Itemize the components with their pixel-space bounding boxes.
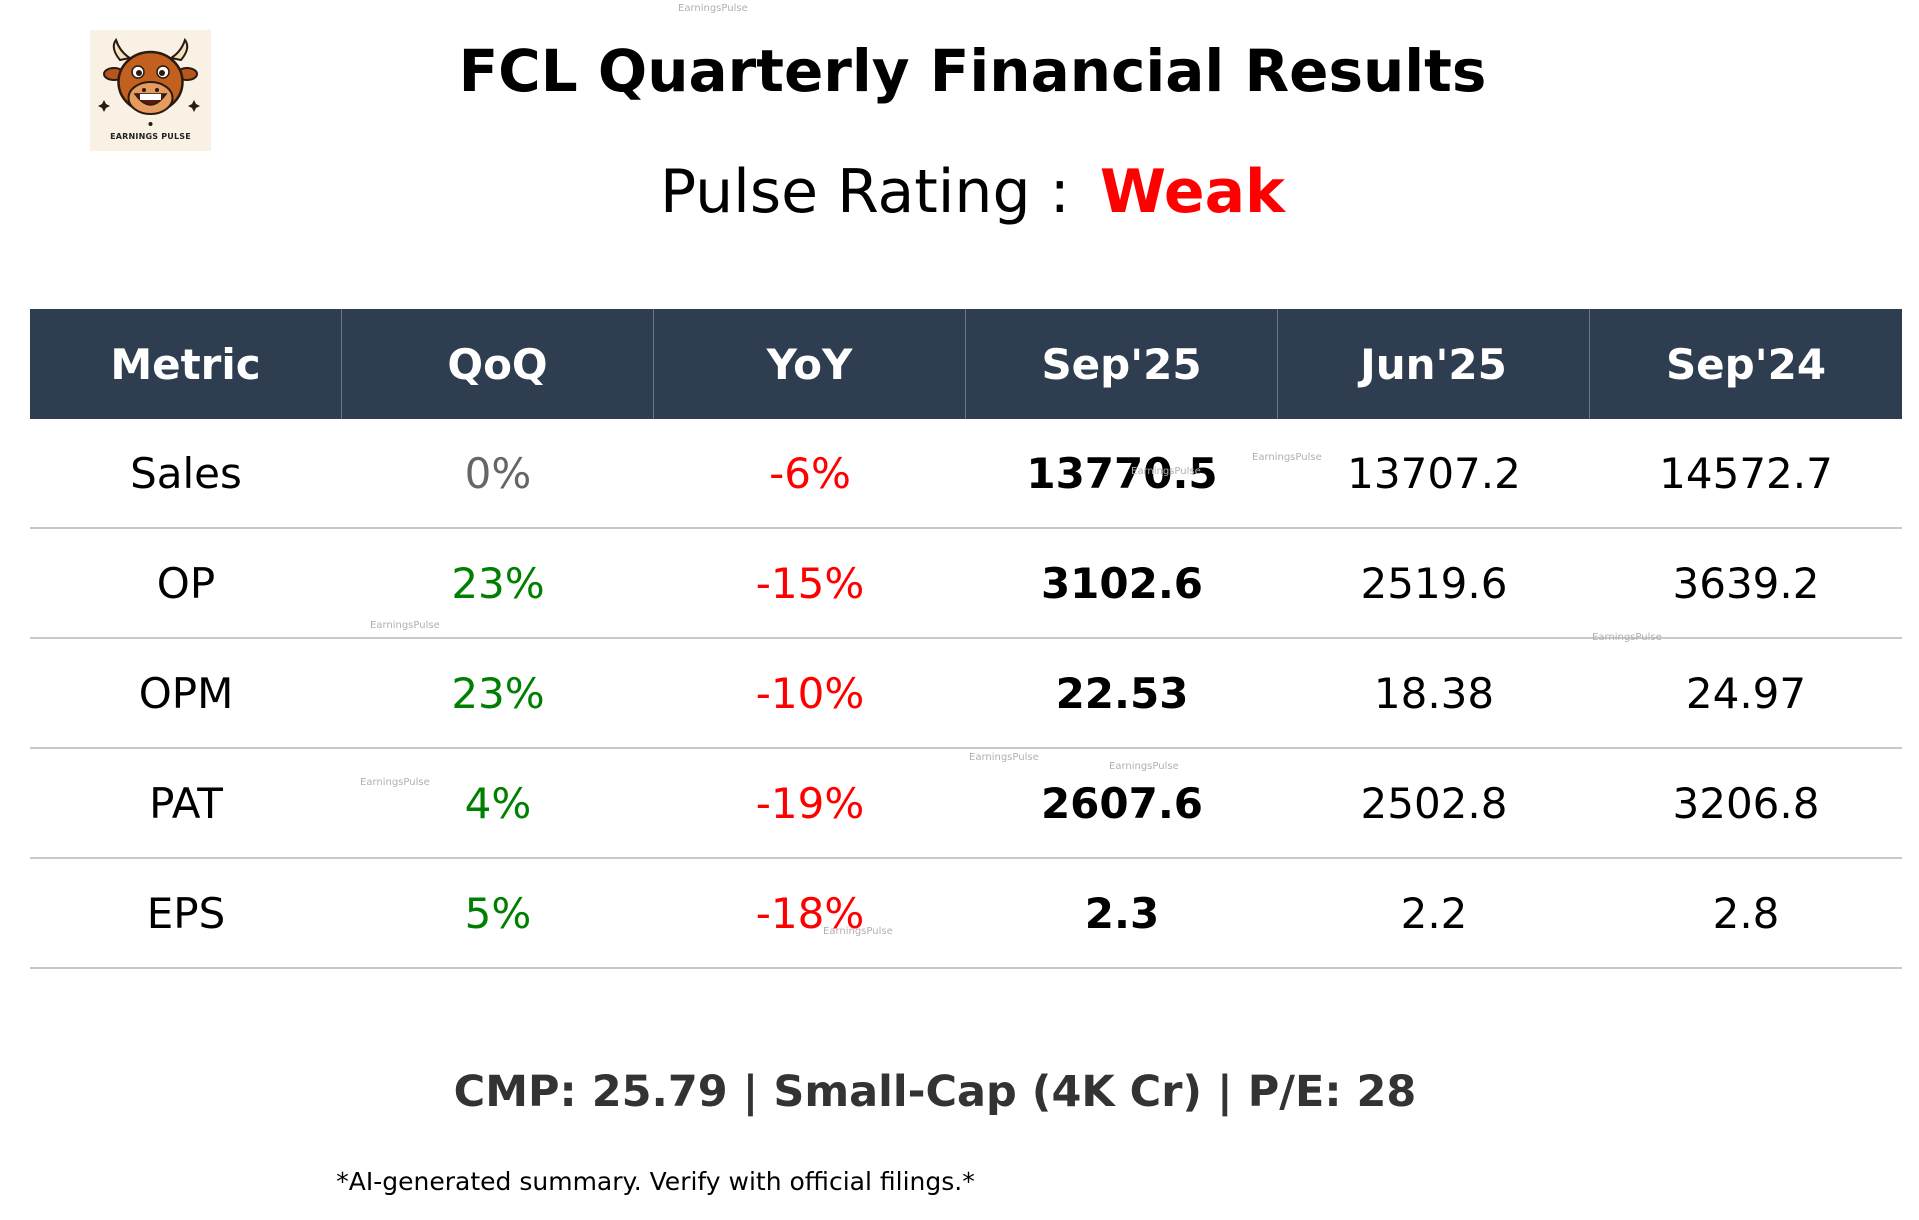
table-header-row: Metric QoQ YoY Sep'25 Jun'25 Sep'24 <box>30 309 1902 419</box>
column-header-current-quarter: Sep'25 <box>966 309 1278 419</box>
year-ago-quarter-cell: 24.97 <box>1685 668 1807 718</box>
qoq-cell: 5% <box>464 888 532 938</box>
watermark: EarningsPulse <box>1252 452 1322 463</box>
column-header-year-ago-quarter: Sep'24 <box>1665 339 1827 389</box>
table-row: EPS 5% -18% 2.3 2.2 2.8 <box>30 859 1902 969</box>
yoy-cell: -19% <box>755 778 865 828</box>
metric-cell: OPM <box>138 668 234 718</box>
previous-quarter-cell: 2519.6 <box>1360 558 1508 608</box>
column-header-metric: Metric <box>30 309 342 419</box>
table-row: PAT 4% -19% 2607.6 2502.8 3206.8 <box>30 749 1902 859</box>
yoy-cell: -6% <box>769 448 851 498</box>
watermark: EarningsPulse <box>969 752 1039 763</box>
table-row: Sales 0% -6% 13770.5 13707.2 14572.7 <box>30 419 1902 529</box>
metric-cell: EPS <box>146 888 226 938</box>
metric-cell: PAT <box>149 778 223 828</box>
metric-cell: Sales <box>130 448 242 498</box>
current-quarter-cell: 2.3 <box>1084 888 1160 938</box>
watermark: EarningsPulse <box>1592 632 1662 643</box>
bull-mascot-icon <box>98 37 200 126</box>
yoy-cell: -10% <box>755 668 865 718</box>
qoq-cell: 23% <box>451 558 545 608</box>
previous-quarter-cell: 18.38 <box>1373 668 1495 718</box>
column-header-previous-quarter: Jun'25 <box>1278 309 1590 419</box>
watermark: EarningsPulse <box>823 926 893 937</box>
qoq-cell: 0% <box>464 448 532 498</box>
current-quarter-cell: 3102.6 <box>1040 558 1204 608</box>
table-row: OP 23% -15% 3102.6 2519.6 3639.2 <box>30 529 1902 639</box>
column-header-qoq: QoQ <box>342 309 654 419</box>
yoy-cell: -18% <box>755 888 865 938</box>
qoq-cell: 4% <box>464 778 532 828</box>
year-ago-quarter-cell: 3639.2 <box>1672 558 1820 608</box>
qoq-cell: 23% <box>451 668 545 718</box>
current-quarter-cell: 22.53 <box>1055 668 1189 718</box>
results-table: Metric QoQ YoY Sep'25 Jun'25 Sep'24 Sale… <box>30 309 1902 969</box>
watermark: EarningsPulse <box>360 777 430 788</box>
page-title: FCL Quarterly Financial Results <box>458 37 1487 105</box>
previous-quarter-cell: 2.2 <box>1400 888 1468 938</box>
watermark: EarningsPulse <box>370 620 440 631</box>
market-info: CMP: 25.79 | Small-Cap (4K Cr) | P/E: 28 <box>453 1067 1417 1117</box>
year-ago-quarter-cell: 3206.8 <box>1672 778 1820 828</box>
previous-quarter-cell: 2502.8 <box>1360 778 1508 828</box>
rating-label: Pulse Rating : <box>660 157 1070 227</box>
table-row: OPM 23% -10% 22.53 18.38 24.97 <box>30 639 1902 749</box>
watermark: EarningsPulse <box>1131 466 1201 477</box>
watermark: EarningsPulse <box>678 3 748 14</box>
column-header-yoy: YoY <box>654 309 966 419</box>
brand-logo: EARNINGS PULSE <box>90 30 211 151</box>
current-quarter-cell: 2607.6 <box>1040 778 1204 828</box>
rating-value: Weak <box>1099 157 1285 227</box>
metric-cell: OP <box>156 558 216 608</box>
current-quarter-cell: 13770.5 <box>1026 448 1218 498</box>
year-ago-quarter-cell: 14572.7 <box>1659 448 1833 498</box>
year-ago-quarter-cell: 2.8 <box>1712 888 1780 938</box>
pulse-rating: Pulse Rating : Weak <box>0 156 1919 228</box>
previous-quarter-cell: 13707.2 <box>1347 448 1521 498</box>
disclaimer: *AI-generated summary. Verify with offic… <box>336 1167 975 1196</box>
logo-text: EARNINGS PULSE <box>110 132 191 141</box>
watermark: EarningsPulse <box>1109 761 1179 772</box>
yoy-cell: -15% <box>755 558 865 608</box>
